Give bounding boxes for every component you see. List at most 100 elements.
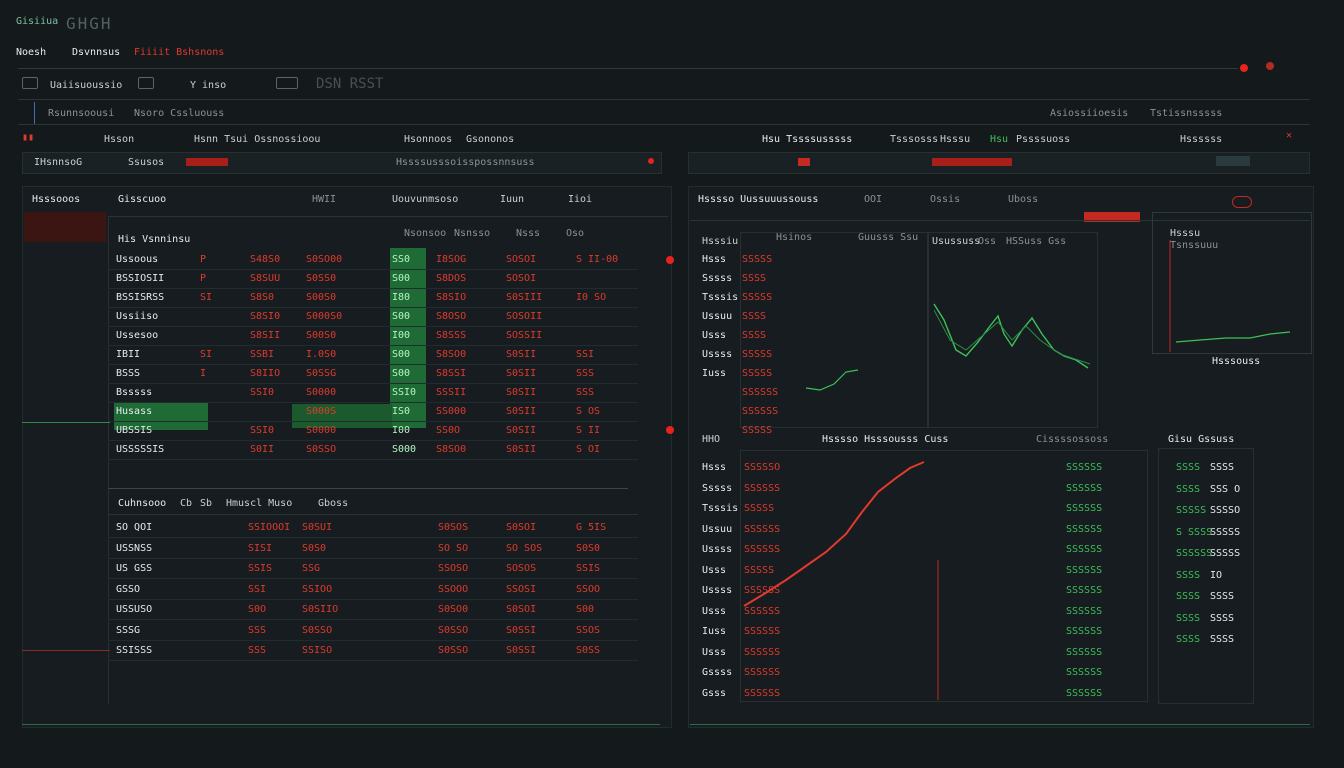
- table-cell: SOSOII: [506, 311, 543, 322]
- right-list-item-b[interactable]: Ussss: [702, 544, 733, 555]
- right-list-label[interactable]: S SSSS: [1176, 526, 1213, 538]
- toolbar-right-b[interactable]: Tstissnsssss: [1150, 108, 1223, 119]
- window-icon[interactable]: [138, 77, 154, 89]
- table-row-name[interactable]: GSSO: [116, 583, 141, 595]
- filter-b[interactable]: Ssusos: [128, 157, 165, 168]
- right-list-item-b[interactable]: Hsss: [702, 462, 727, 473]
- right-list-panel: [1158, 448, 1254, 704]
- toolbar-right-a[interactable]: Asiossiioesis: [1050, 108, 1129, 119]
- right-header-a[interactable]: Hsu Tssssusssss: [762, 134, 853, 145]
- table-cell: S II-00: [576, 254, 619, 265]
- menu-label[interactable]: Dsvnnsus: [72, 47, 121, 58]
- table-cell: SS0O: [436, 425, 461, 436]
- left-scroll-dot-2[interactable]: [666, 426, 674, 434]
- right-list-label[interactable]: SSSS: [1176, 483, 1201, 495]
- right-list-value: SSSS: [742, 273, 767, 284]
- left-tab-c[interactable]: Hsonnoos: [404, 134, 453, 145]
- close-icon[interactable]: ✕: [1286, 130, 1293, 141]
- right-list-item[interactable]: Hsss: [702, 254, 727, 265]
- right-list-label[interactable]: SSSS: [1176, 591, 1201, 602]
- right-list-item-b[interactable]: Ussss: [702, 585, 733, 596]
- toolbar-label-a: Uaiisuoussio: [50, 80, 123, 91]
- right-header-c[interactable]: Hsssu: [940, 134, 971, 145]
- right-list-item-b[interactable]: Ussuu: [702, 523, 733, 535]
- table-row-name[interactable]: SSSG: [116, 624, 141, 636]
- right-filter-box[interactable]: [1216, 156, 1250, 166]
- table-row-name[interactable]: UBSSIS: [116, 425, 153, 436]
- right-list-item-b[interactable]: Gssss: [702, 667, 733, 678]
- left-tab-a[interactable]: Hsson: [104, 134, 135, 145]
- left-scroll-dot[interactable]: [666, 256, 674, 264]
- filter-c[interactable]: Hssssusssoisspossnnsuss: [396, 157, 535, 168]
- right-header-d[interactable]: Hsu: [990, 134, 1009, 145]
- table-row-name[interactable]: BSSIOSII: [116, 273, 165, 284]
- table-row-name[interactable]: SO QOI: [116, 522, 153, 533]
- section-label: Gisscuoo: [118, 194, 167, 205]
- table-cell: I00: [392, 425, 411, 436]
- side-title: Hsssouss: [1212, 356, 1261, 367]
- filter-a[interactable]: IHsnnsoG: [34, 157, 83, 168]
- record-dot-icon-2[interactable]: [1266, 62, 1274, 70]
- chart-c-title: Hsssu: [1170, 228, 1201, 239]
- right-list-item-b[interactable]: Tsssis: [702, 503, 739, 514]
- chart-b-label: HSSuss Gss: [1006, 236, 1067, 247]
- right-list-item[interactable]: Iuss: [702, 368, 727, 379]
- right-list-item[interactable]: Usss: [702, 330, 727, 341]
- right-list-value-b: SSSSSS: [744, 626, 781, 637]
- subtable-b-col-c: Hmuscl Muso: [226, 498, 293, 509]
- table-cell: S000S0: [306, 311, 343, 322]
- right-list-label[interactable]: SSSSSS: [1176, 548, 1213, 559]
- table-cell: I8SOG: [436, 254, 467, 265]
- table-row-name[interactable]: US GSS: [116, 563, 153, 574]
- right-list-item[interactable]: Tsssis: [702, 292, 739, 303]
- right-header-e[interactable]: Pssssuoss: [1016, 134, 1071, 145]
- right-list-value: SSSSSS: [742, 406, 779, 417]
- right-list-item-b[interactable]: Usss: [702, 646, 727, 658]
- table-row-name[interactable]: BSSS: [116, 368, 141, 379]
- table-row-name[interactable]: Bsssss: [116, 387, 153, 398]
- right-list-label[interactable]: SSSSS: [1176, 505, 1207, 516]
- panel-icon[interactable]: [276, 77, 298, 89]
- right-list-value-b: SSSSSS: [744, 544, 781, 555]
- left-panel-red-block: [24, 212, 106, 242]
- table-row-name[interactable]: Ussiiso: [116, 311, 159, 322]
- right-list-item-b[interactable]: Usss: [702, 564, 727, 576]
- menu-left[interactable]: Noesh: [16, 47, 47, 58]
- table-row-name[interactable]: USSNSS: [116, 542, 153, 554]
- right-list-item-b[interactable]: Usss: [702, 605, 727, 617]
- right-alert-icon[interactable]: [1232, 196, 1252, 208]
- table-cell: S II: [576, 425, 601, 436]
- table-cell: SI: [200, 292, 213, 303]
- right-list-item[interactable]: Ussss: [702, 349, 733, 360]
- right-list-item[interactable]: Ussuu: [702, 311, 733, 322]
- table-row-name[interactable]: Ussesoo: [116, 330, 159, 341]
- highlight-row-cell: [114, 402, 208, 430]
- left-tab-b[interactable]: Hsnn Tsui Ossnossioou: [194, 134, 321, 145]
- table-row-name[interactable]: USSUSO: [116, 604, 153, 615]
- right-list-value: SSSSS: [742, 254, 773, 265]
- right-list-label[interactable]: SSSS: [1176, 634, 1201, 645]
- table-row-name[interactable]: SSISSS: [116, 645, 153, 656]
- table-cell: SSOOO: [438, 583, 469, 595]
- right-list-label[interactable]: SSSS: [1176, 612, 1201, 624]
- table-row-name[interactable]: USSSSSIS: [116, 444, 165, 455]
- right-list-label[interactable]: SSSS: [1176, 569, 1201, 581]
- table-row-name[interactable]: BSSISRSS: [116, 292, 165, 303]
- table-row-name[interactable]: Ussoous: [116, 254, 159, 265]
- chart-icon[interactable]: [22, 77, 38, 89]
- right-list-label[interactable]: SSSS: [1176, 462, 1201, 473]
- table-cell: SO SO: [438, 542, 469, 554]
- right-list-item[interactable]: Sssss: [702, 273, 733, 284]
- right-list-item-b[interactable]: Sssss: [702, 482, 733, 494]
- right-header-b[interactable]: Tsssosss: [890, 134, 939, 145]
- table-row-divider: [108, 537, 638, 538]
- right-header-f[interactable]: Hssssss: [1180, 134, 1223, 145]
- right-list-item-b[interactable]: Iuss: [702, 626, 727, 637]
- left-tab-d[interactable]: Gsononos: [466, 134, 515, 145]
- menu-red-link[interactable]: Fiiiit Bshsnons: [134, 47, 225, 58]
- right-list-item-b[interactable]: Gsss: [702, 687, 727, 699]
- table-row-name[interactable]: IBII: [116, 349, 141, 360]
- record-dot-icon[interactable]: [1240, 64, 1248, 72]
- table-row-name[interactable]: Husass: [116, 406, 153, 417]
- left-tab-right-a[interactable]: HWII: [312, 194, 337, 205]
